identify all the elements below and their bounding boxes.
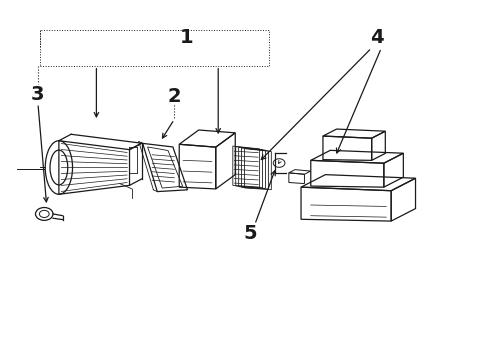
Text: 4: 4	[370, 28, 383, 46]
Text: 5: 5	[243, 224, 257, 243]
Text: 2: 2	[168, 86, 181, 105]
Text: 3: 3	[31, 85, 45, 104]
Bar	[40, 30, 270, 66]
Text: 1: 1	[180, 28, 194, 46]
